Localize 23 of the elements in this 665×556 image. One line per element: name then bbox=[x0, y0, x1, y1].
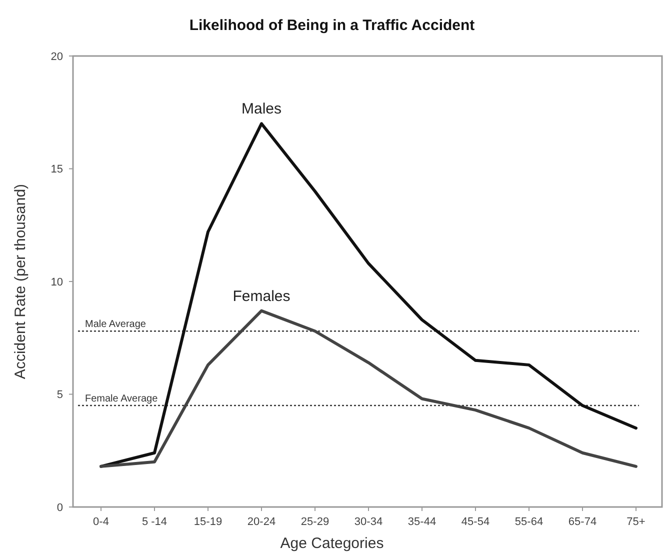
x-axis-title: Age Categories bbox=[280, 535, 384, 552]
series-label: Males bbox=[241, 100, 282, 118]
series-label: Females bbox=[232, 288, 290, 305]
x-tick-label: 45-54 bbox=[461, 516, 490, 528]
y-tick-label: 0 bbox=[56, 502, 63, 514]
y-tick-label: 10 bbox=[50, 276, 63, 288]
y-axis-title: Accident Rate (per thousand) bbox=[12, 184, 29, 380]
ref-line-label: Female Average bbox=[85, 394, 158, 405]
x-tick-label: 20-24 bbox=[247, 516, 276, 528]
y-tick-label: 20 bbox=[50, 50, 63, 63]
x-tick-label: 65-74 bbox=[568, 516, 597, 528]
x-tick-label: 75+ bbox=[626, 516, 646, 528]
y-tick-label: 5 bbox=[56, 389, 63, 402]
x-tick-label: 30-34 bbox=[354, 516, 383, 528]
x-tick-label: 55-64 bbox=[514, 516, 544, 528]
chart-title: Likelihood of Being in a Traffic Accident bbox=[189, 17, 475, 34]
x-tick-label: 15-19 bbox=[194, 516, 222, 528]
ref-line-label: Male Average bbox=[85, 319, 146, 330]
x-tick-label: 0-4 bbox=[93, 516, 109, 528]
y-tick-label: 15 bbox=[50, 164, 63, 176]
x-tick-label: 25-29 bbox=[300, 516, 330, 528]
x-tick-label: 5 -14 bbox=[142, 516, 168, 528]
x-tick-label: 35-44 bbox=[408, 516, 436, 528]
